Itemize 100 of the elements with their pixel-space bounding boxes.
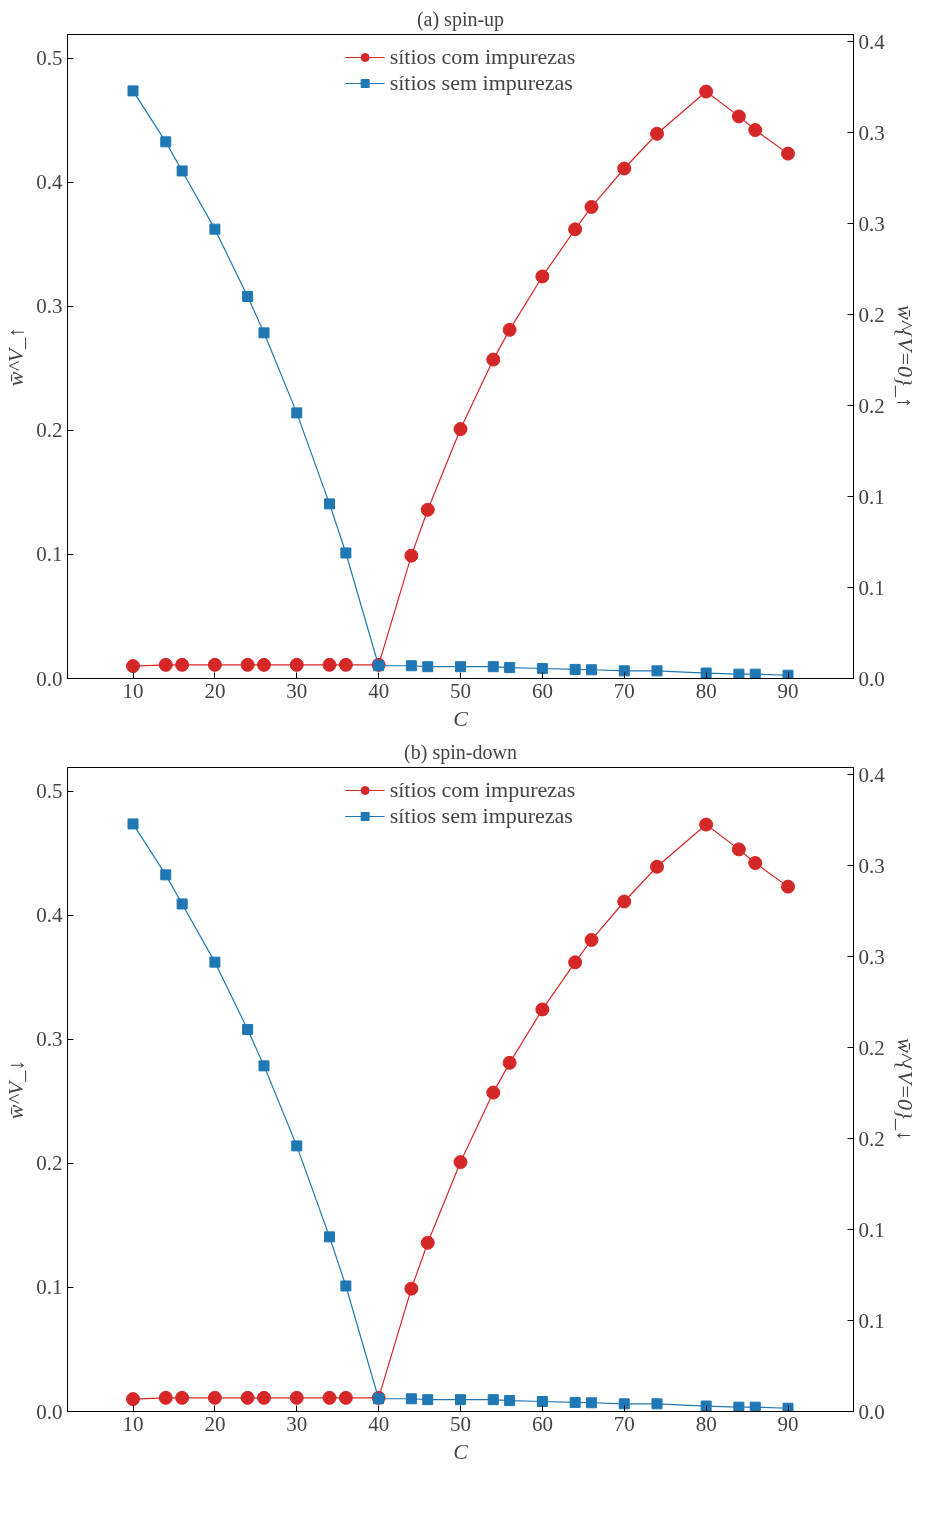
point [240, 657, 255, 672]
x-tick-label: 40 [368, 678, 390, 703]
point [176, 165, 188, 177]
point [569, 663, 581, 675]
point [650, 126, 664, 141]
point [699, 84, 714, 99]
point [257, 657, 271, 672]
point [502, 322, 517, 337]
point [242, 1023, 254, 1035]
point [617, 161, 632, 176]
point [733, 1401, 745, 1412]
point [420, 1235, 435, 1250]
point [486, 352, 501, 367]
point [158, 1390, 173, 1405]
y-tick-label: 0.0 [36, 1399, 63, 1424]
y-tick-label: 0.3 [36, 294, 63, 319]
point [536, 1395, 548, 1407]
legend-label: sítios sem impurezas [389, 70, 573, 96]
point [504, 662, 516, 674]
point [453, 422, 468, 437]
point [207, 657, 222, 672]
point [176, 898, 188, 910]
y2-tick-label: 0.2 [858, 302, 885, 327]
point [453, 1155, 468, 1170]
x-tick-label: 40 [368, 1411, 390, 1436]
point [338, 1390, 353, 1405]
y-tick-label: 0.2 [36, 1151, 63, 1176]
point [126, 659, 140, 674]
x-tick-label: 30 [286, 1411, 308, 1436]
y2-axis-title: w̄^{V=0}_↓ [892, 1038, 918, 1141]
x-tick-label: 20 [204, 1411, 226, 1436]
point [617, 894, 632, 909]
y2-tick-label: 0.2 [858, 393, 885, 418]
chart-title: (a) spin-up [416, 7, 505, 31]
point [651, 665, 663, 677]
y2-tick-label: 0.1 [858, 575, 885, 600]
point [324, 498, 335, 510]
y2-tick-label: 0.1 [858, 1217, 885, 1242]
x-tick-label: 30 [286, 678, 308, 703]
point [586, 664, 597, 676]
point [209, 223, 221, 235]
point [584, 199, 599, 214]
legend-label: sítios com impurezas [389, 44, 576, 70]
y2-tick-label: 0.3 [858, 211, 885, 236]
point [731, 842, 746, 857]
point [158, 657, 173, 672]
x-tick-label: 60 [531, 678, 553, 703]
point [420, 502, 435, 517]
y-axis-title: w̄^V_↑ [3, 326, 29, 387]
point [258, 1060, 270, 1072]
point [322, 1390, 337, 1405]
y-tick-label: 0.1 [36, 542, 63, 567]
point [618, 1398, 630, 1410]
point [586, 1397, 597, 1409]
point [455, 1394, 466, 1406]
point [504, 1395, 516, 1407]
point [175, 1390, 190, 1405]
y-tick-label: 0.3 [36, 1027, 63, 1052]
y2-tick-label: 0.1 [858, 1308, 885, 1333]
x-tick-label: 90 [777, 678, 799, 703]
point [748, 856, 763, 871]
y2-tick-label: 0.2 [858, 1126, 885, 1151]
point [781, 879, 795, 894]
point [127, 818, 139, 830]
point [404, 1281, 419, 1296]
point [160, 136, 172, 148]
point [289, 1390, 304, 1405]
point [568, 955, 583, 970]
point [700, 1400, 712, 1412]
x-tick-label: 10 [122, 678, 144, 703]
point [127, 85, 139, 97]
point [731, 109, 746, 124]
point [782, 669, 794, 679]
point [749, 1401, 761, 1412]
point [207, 1390, 222, 1405]
point [618, 665, 630, 677]
x-tick-label: 80 [695, 678, 717, 703]
point [338, 657, 353, 672]
x-tick-label: 10 [122, 1411, 144, 1436]
x-tick-label: 70 [613, 1411, 635, 1436]
point [455, 661, 466, 673]
point [175, 657, 190, 672]
point [749, 668, 761, 679]
point [126, 1392, 140, 1407]
point [748, 123, 763, 138]
point [569, 1396, 581, 1408]
y-axis-title: w̄^V_↓ [3, 1059, 29, 1120]
point [340, 1280, 352, 1292]
y-tick-label: 0.5 [36, 46, 63, 71]
legend-label: sítios sem impurezas [389, 803, 573, 829]
point [535, 1002, 550, 1017]
point [700, 667, 712, 679]
y2-tick-label: 0.2 [858, 1035, 885, 1060]
legend-label: sítios com impurezas [389, 777, 576, 803]
point [289, 657, 304, 672]
point [340, 547, 352, 559]
point [502, 1055, 517, 1070]
point [291, 407, 303, 419]
point [242, 290, 254, 302]
x-axis-title: C [453, 705, 469, 731]
